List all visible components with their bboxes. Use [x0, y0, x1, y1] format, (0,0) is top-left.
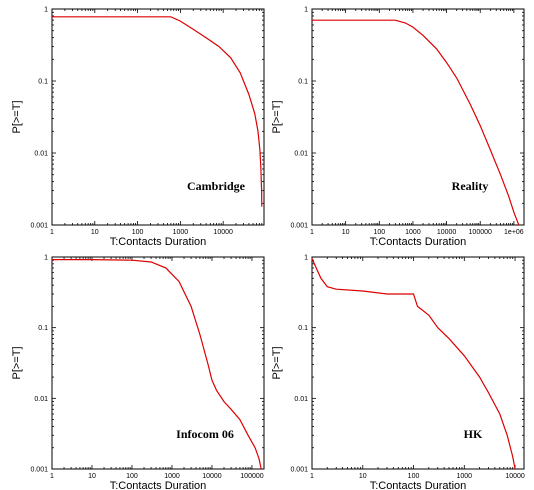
x-axis-label: T:Contacts Duration — [110, 480, 207, 490]
y-tick-label: 1 — [304, 7, 308, 14]
y-tick-label: 0.1 — [298, 325, 308, 332]
x-tick-label: 10 — [359, 473, 367, 480]
x-tick-label: 1 — [50, 473, 54, 480]
x-tick-label: 100 — [408, 473, 420, 480]
y-tick-label: 0.001 — [290, 467, 308, 474]
x-tick-label: 1000 — [173, 229, 189, 236]
y-tick-label: 0.001 — [290, 223, 308, 230]
series-line-reality — [312, 19, 520, 226]
x-tick-label: 10000 — [437, 229, 457, 236]
x-axis-label: T:Contacts Duration — [110, 236, 207, 248]
y-axis-label: P[>=T] — [11, 346, 23, 379]
y-axis-label: P[>=T] — [11, 100, 23, 133]
y-tick-label: 0.1 — [38, 325, 48, 332]
series-line-infocom-06 — [52, 259, 262, 470]
x-tick-label: 100 — [132, 229, 144, 236]
series-line-cambridge — [52, 16, 263, 207]
x-tick-label: 10000 — [213, 229, 233, 236]
panel-annotation: HK — [464, 427, 483, 441]
y-axis-label: P[>=T] — [271, 346, 283, 379]
x-tick-label: 1 — [50, 229, 54, 236]
panel-annotation: Cambridge — [187, 179, 246, 193]
y-tick-label: 1 — [44, 255, 48, 262]
y-tick-label: 0.01 — [34, 396, 48, 403]
panel-annotation: Infocom 06 — [176, 427, 234, 441]
plot-frame — [311, 256, 525, 470]
x-tick-label: 100000 — [240, 473, 263, 480]
y-tick-label: 0.1 — [298, 79, 308, 86]
plot-frame — [51, 256, 265, 470]
x-tick-label: 10000 — [202, 473, 222, 480]
y-axis-label: P[>=T] — [271, 100, 283, 133]
x-tick-label: 10 — [88, 473, 96, 480]
panel-infocom-06: 1 10 100 1000 10000 100000 1 0.1 0.01 0.001 T:Cont… — [11, 255, 265, 490]
panel-hk: 1 10 100 1000 10000 1 0.1 0.01 0.001 T:Contacts D… — [271, 255, 525, 490]
x-tick-label: 100 — [126, 473, 138, 480]
x-tick-label: 10 — [342, 229, 350, 236]
x-tick-label: 100000 — [469, 229, 492, 236]
y-tick-label: 1 — [304, 255, 308, 262]
x-tick-label: 1 — [310, 229, 314, 236]
panel-cambridge: 1 10 100 1000 10000 1 0.1 0.01 0.001 T:Contacts D… — [11, 7, 265, 248]
plot-frame — [311, 8, 525, 226]
y-tick-label: 1 — [44, 7, 48, 14]
x-tick-label: 1000 — [405, 229, 421, 236]
y-tick-label: 0.01 — [34, 151, 48, 158]
x-tick-label: 1000 — [164, 473, 180, 480]
x-tick-label: 1e+06 — [504, 229, 524, 236]
y-tick-label: 0.001 — [30, 467, 48, 474]
panel-annotation: Reality — [452, 179, 489, 193]
y-tick-label: 0.1 — [38, 79, 48, 86]
x-axis-label: T:Contacts Duration — [370, 236, 467, 248]
y-tick-label: 0.01 — [294, 151, 308, 158]
x-tick-label: 1 — [310, 473, 314, 480]
y-tick-label: 0.01 — [294, 396, 308, 403]
x-axis-label: T:Contacts Duration — [370, 480, 467, 490]
y-tick-label: 0.001 — [30, 223, 48, 230]
x-tick-label: 10 — [91, 229, 99, 236]
panel-reality: 1 10 100 1000 10000 100000 1e+06 1 0.1 0.01 0.001 T… — [271, 7, 525, 248]
x-tick-label: 10000 — [505, 473, 525, 480]
x-tick-label: 100 — [373, 229, 385, 236]
series-line-hk — [311, 258, 516, 470]
x-tick-label: 1000 — [457, 473, 473, 480]
